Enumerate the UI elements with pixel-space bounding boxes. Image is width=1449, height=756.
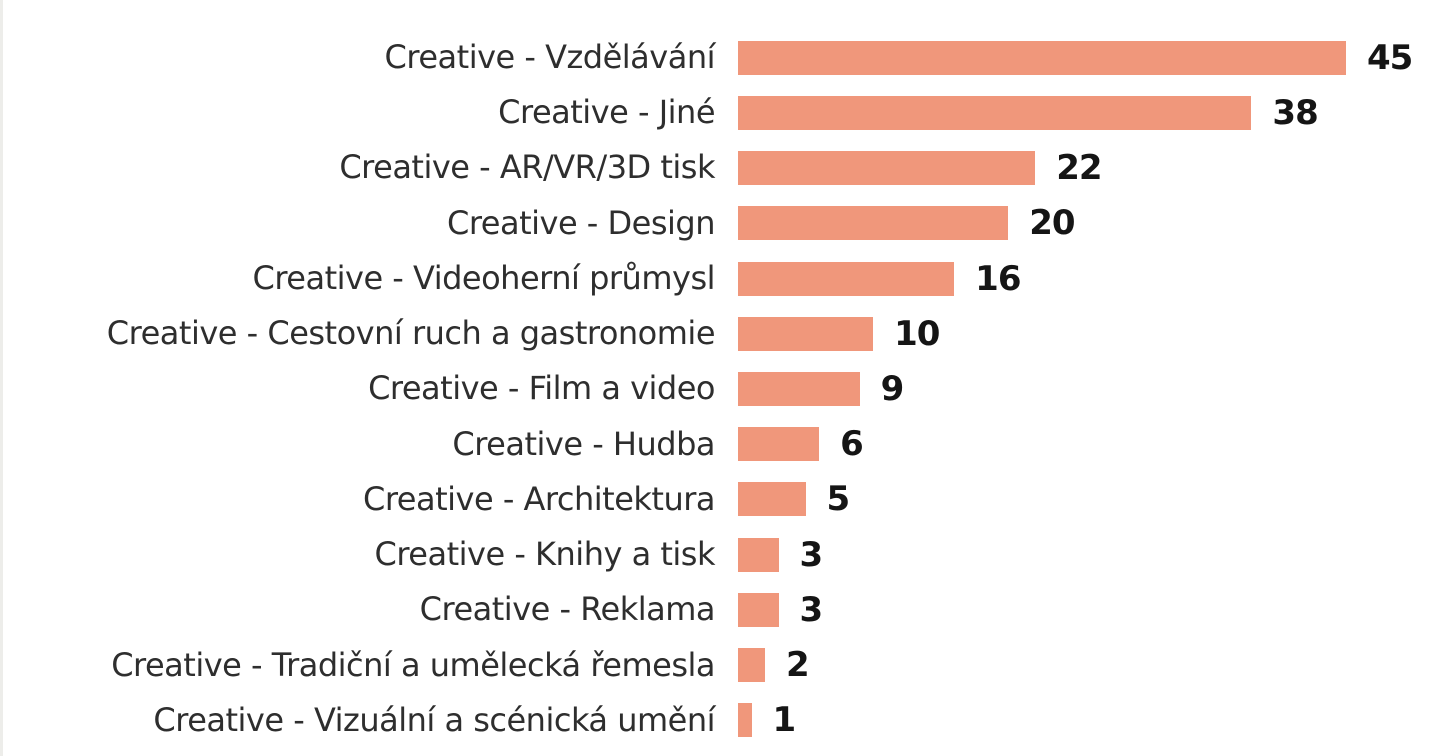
value-label: 2 — [786, 645, 810, 686]
bar — [738, 95, 1252, 130]
bar-area: 1 — [738, 700, 1449, 740]
bar — [738, 372, 860, 407]
value-label: 3 — [799, 589, 824, 630]
bar — [738, 592, 779, 627]
bar-area: 16 — [738, 259, 1449, 299]
bar — [738, 537, 779, 572]
value-label: 10 — [894, 313, 940, 354]
bar-area: 10 — [738, 314, 1449, 354]
bar — [738, 427, 820, 462]
bar-row: Creative - Knihy a tisk 3 — [3, 527, 1449, 582]
bar-row: Creative - Videoherní průmysl 16 — [3, 251, 1449, 306]
bar-area: 38 — [738, 93, 1449, 133]
bar — [738, 151, 1036, 186]
bar — [738, 206, 1009, 241]
value-label: 1 — [772, 700, 797, 741]
bar-row: Creative - Cestovní ruch a gastronomie 10 — [3, 306, 1449, 361]
category-label: Creative - Knihy a tisk — [374, 535, 715, 574]
category-label: Creative - Architektura — [362, 479, 716, 518]
bar-row: Creative - Vizuální a scénická umění 1 — [3, 693, 1449, 748]
bar-area: 3 — [738, 535, 1449, 575]
value-label: 3 — [799, 534, 824, 575]
bar-area: 9 — [738, 369, 1449, 409]
value-label: 45 — [1367, 37, 1413, 78]
value-label: 38 — [1272, 92, 1318, 133]
bar-area: 6 — [738, 424, 1449, 464]
bar-area: 2 — [738, 645, 1449, 685]
category-label: Creative - Videoherní průmysl — [252, 258, 715, 297]
category-label: Creative - AR/VR/3D tisk — [339, 148, 715, 187]
bar-row: Creative - Reklama 3 — [3, 582, 1449, 637]
category-label: Creative - Vizuální a scénická umění — [153, 700, 715, 739]
bar — [738, 316, 874, 351]
bar-area: 45 — [738, 38, 1449, 78]
bar-row: Creative - Architektura 5 — [3, 472, 1449, 527]
bar-area: 3 — [738, 590, 1449, 630]
value-label: 5 — [826, 479, 851, 520]
category-label: Creative - Reklama — [419, 590, 716, 629]
bar — [738, 648, 766, 683]
value-label: 6 — [840, 424, 864, 465]
bar-row: Creative - Film a video 9 — [3, 361, 1449, 416]
category-label: Creative - Design — [446, 203, 716, 242]
value-label: 9 — [880, 369, 905, 410]
value-label: 16 — [975, 258, 1021, 299]
bar-row: Creative - Jiné 38 — [3, 85, 1449, 140]
category-label: Creative - Film a video — [368, 369, 715, 408]
value-label: 22 — [1056, 148, 1102, 189]
category-label: Creative - Jiné — [498, 93, 715, 132]
bar-area: 5 — [738, 479, 1449, 519]
value-label: 20 — [1029, 203, 1075, 244]
bar-row: Creative - Hudba 6 — [3, 417, 1449, 472]
bar-row: Creative - AR/VR/3D tisk 22 — [3, 140, 1449, 195]
bar-row: Creative - Tradiční a umělecká řemesla 2 — [3, 638, 1449, 693]
bar — [738, 40, 1346, 75]
category-label: Creative - Hudba — [452, 424, 715, 463]
bar — [738, 703, 752, 738]
bar-row: Creative - Vzdělávání 45 — [3, 30, 1449, 85]
bar — [738, 261, 955, 296]
bar — [738, 482, 806, 517]
category-label: Creative - Vzdělávání — [384, 38, 716, 77]
bar-area: 20 — [738, 203, 1449, 243]
category-label: Creative - Tradiční a umělecká řemesla — [111, 645, 715, 684]
bar-area: 22 — [738, 148, 1449, 188]
bar-row: Creative - Design 20 — [3, 196, 1449, 251]
category-label: Creative - Cestovní ruch a gastronomie — [106, 314, 716, 353]
